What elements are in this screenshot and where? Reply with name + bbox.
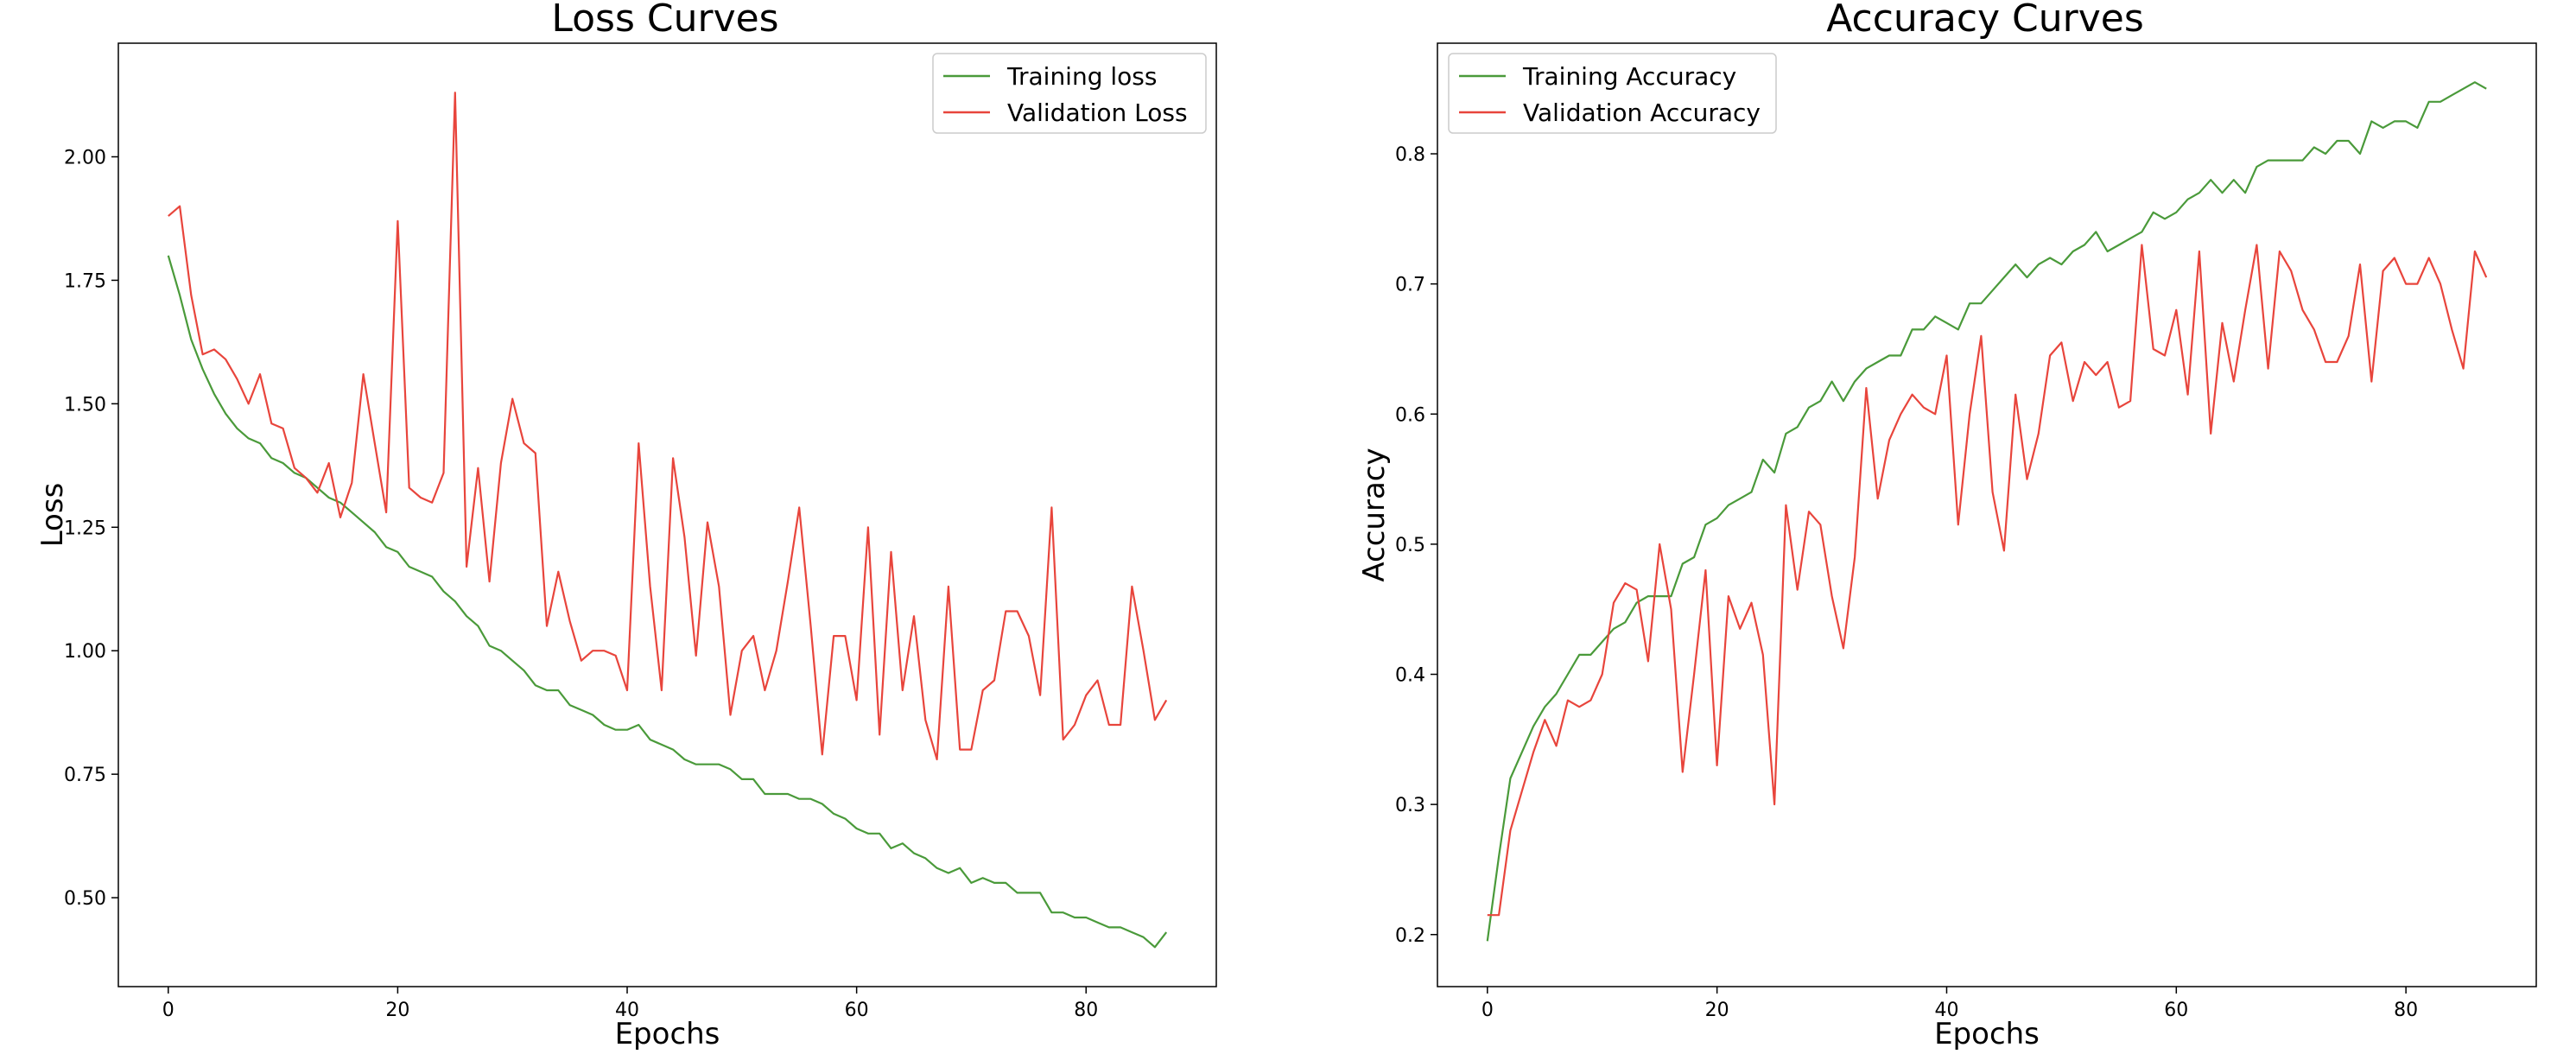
- chart-title: Loss Curves: [551, 0, 778, 41]
- plot-frame: [117, 42, 1217, 987]
- validation-accuracy-line: [1487, 244, 2488, 917]
- y-tick-label: 0.2: [1395, 925, 1425, 947]
- x-axis-label: Epochs: [1934, 1017, 2040, 1051]
- legend-label: Validation Loss: [1007, 98, 1188, 127]
- y-tick-label: 0.50: [64, 888, 106, 910]
- training-accuracy-line: [1486, 81, 2487, 942]
- y-tick-label: 0.75: [64, 765, 106, 786]
- legend: Training loss Validation Loss: [932, 53, 1207, 134]
- validation-loss-line: [168, 92, 1168, 761]
- y-tick-label: 0.4: [1395, 665, 1425, 687]
- x-tick-label: 20: [1705, 1000, 1729, 1021]
- y-tick-label: 0.8: [1395, 144, 1425, 166]
- x-axis-label: Epochs: [615, 1017, 720, 1051]
- x-tick-label: 60: [845, 1000, 869, 1021]
- x-tick-label: 80: [1074, 1000, 1098, 1021]
- x-tick-label: 0: [162, 1000, 174, 1021]
- legend-box: [932, 53, 1207, 134]
- legend-label: Training loss: [1006, 62, 1157, 91]
- plot-frame: [1437, 42, 2537, 987]
- training-loss-line: [167, 255, 1168, 949]
- legend: Training Accuracy Validation Accuracy: [1448, 53, 1777, 134]
- y-tick-label: 0.7: [1395, 275, 1425, 296]
- y-tick-label: 1.75: [64, 270, 106, 292]
- y-tick-label: 1.50: [64, 394, 106, 416]
- legend-label: Training Accuracy: [1522, 62, 1736, 91]
- x-tick-label: 40: [615, 1000, 639, 1021]
- y-axis-label: Accuracy: [1357, 448, 1392, 581]
- accuracy-chart: Accuracy Curves 0 20 40 60 80 0.2 0.3 0.4 0.5 0.6 0…: [1357, 0, 2537, 1051]
- y-tick-label: 1.00: [64, 641, 106, 663]
- y-tick-label: 0.3: [1395, 795, 1425, 816]
- loss-chart: Loss Curves 0 20 40 60 80 0.50 0.75 1.00 1.25 1.50…: [35, 0, 1217, 1051]
- y-tick-label: 1.25: [64, 517, 106, 539]
- y-tick-label: 2.00: [64, 147, 106, 168]
- y-tick-label: 0.6: [1395, 404, 1425, 426]
- y-tick-label: 0.5: [1395, 535, 1425, 556]
- x-tick-label: 0: [1482, 1000, 1494, 1021]
- x-tick-label: 80: [2394, 1000, 2418, 1021]
- y-axis-label: Loss: [35, 483, 70, 548]
- legend-label: Validation Accuracy: [1523, 98, 1761, 127]
- x-tick-label: 60: [2164, 1000, 2188, 1021]
- x-tick-label: 20: [385, 1000, 409, 1021]
- legend-box: [1448, 53, 1777, 134]
- chart-title: Accuracy Curves: [1826, 0, 2144, 41]
- x-tick-label: 40: [1934, 1000, 1958, 1021]
